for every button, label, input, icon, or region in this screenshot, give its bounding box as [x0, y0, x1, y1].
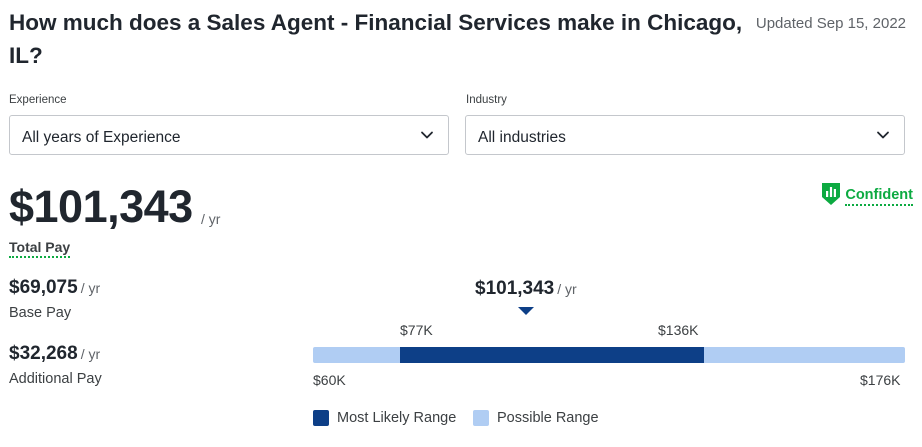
range-marker-amount: $101,343/ yr	[475, 278, 577, 300]
industry-label: Industry	[466, 94, 507, 106]
page-title: How much does a Sales Agent - Financial …	[9, 10, 743, 68]
range-marker-pointer-icon	[518, 307, 534, 315]
legend-likely-label: Most Likely Range	[337, 410, 457, 426]
additional-pay-label: Additional Pay	[9, 371, 102, 387]
updated-date: Updated Sep 15, 2022	[755, 15, 906, 32]
confidence-shield-icon	[822, 183, 841, 205]
likely-low-label: $77K	[400, 322, 433, 338]
confidence-badge[interactable]: Confident	[821, 180, 913, 206]
legend-possible: Possible Range	[473, 410, 599, 426]
confidence-label: Confident	[845, 187, 913, 206]
base-pay-value: $69,075	[9, 277, 78, 298]
chevron-down-icon	[877, 131, 889, 139]
industry-select[interactable]: All industries	[465, 115, 905, 155]
additional-pay-value: $32,268	[9, 343, 78, 364]
possible-swatch	[473, 410, 489, 426]
chevron-down-icon	[421, 131, 433, 139]
range-marker-value: $101,343	[475, 278, 555, 299]
likely-swatch	[313, 410, 329, 426]
likely-high-label: $136K	[658, 322, 699, 338]
likely-range-bar	[400, 347, 704, 363]
possible-high-label: $176K	[860, 372, 901, 388]
base-pay-period: / yr	[80, 280, 101, 296]
legend-possible-label: Possible Range	[497, 410, 599, 426]
base-pay-amount: $69,075/ yr	[9, 277, 100, 299]
additional-pay-period: / yr	[80, 346, 101, 362]
experience-select[interactable]: All years of Experience	[9, 115, 449, 155]
possible-low-label: $60K	[313, 372, 346, 388]
additional-pay-amount: $32,268/ yr	[9, 343, 100, 365]
legend-likely: Most Likely Range	[313, 410, 456, 426]
experience-select-value: All years of Experience	[22, 129, 181, 146]
total-pay-label[interactable]: Total Pay	[9, 239, 71, 258]
industry-select-value: All industries	[478, 129, 566, 146]
experience-label: Experience	[9, 94, 67, 106]
range-marker-period: / yr	[557, 281, 577, 297]
total-pay-amount: $101,343	[9, 181, 193, 232]
base-pay-label: Base Pay	[9, 305, 72, 321]
total-pay-period: / yr	[201, 211, 221, 227]
